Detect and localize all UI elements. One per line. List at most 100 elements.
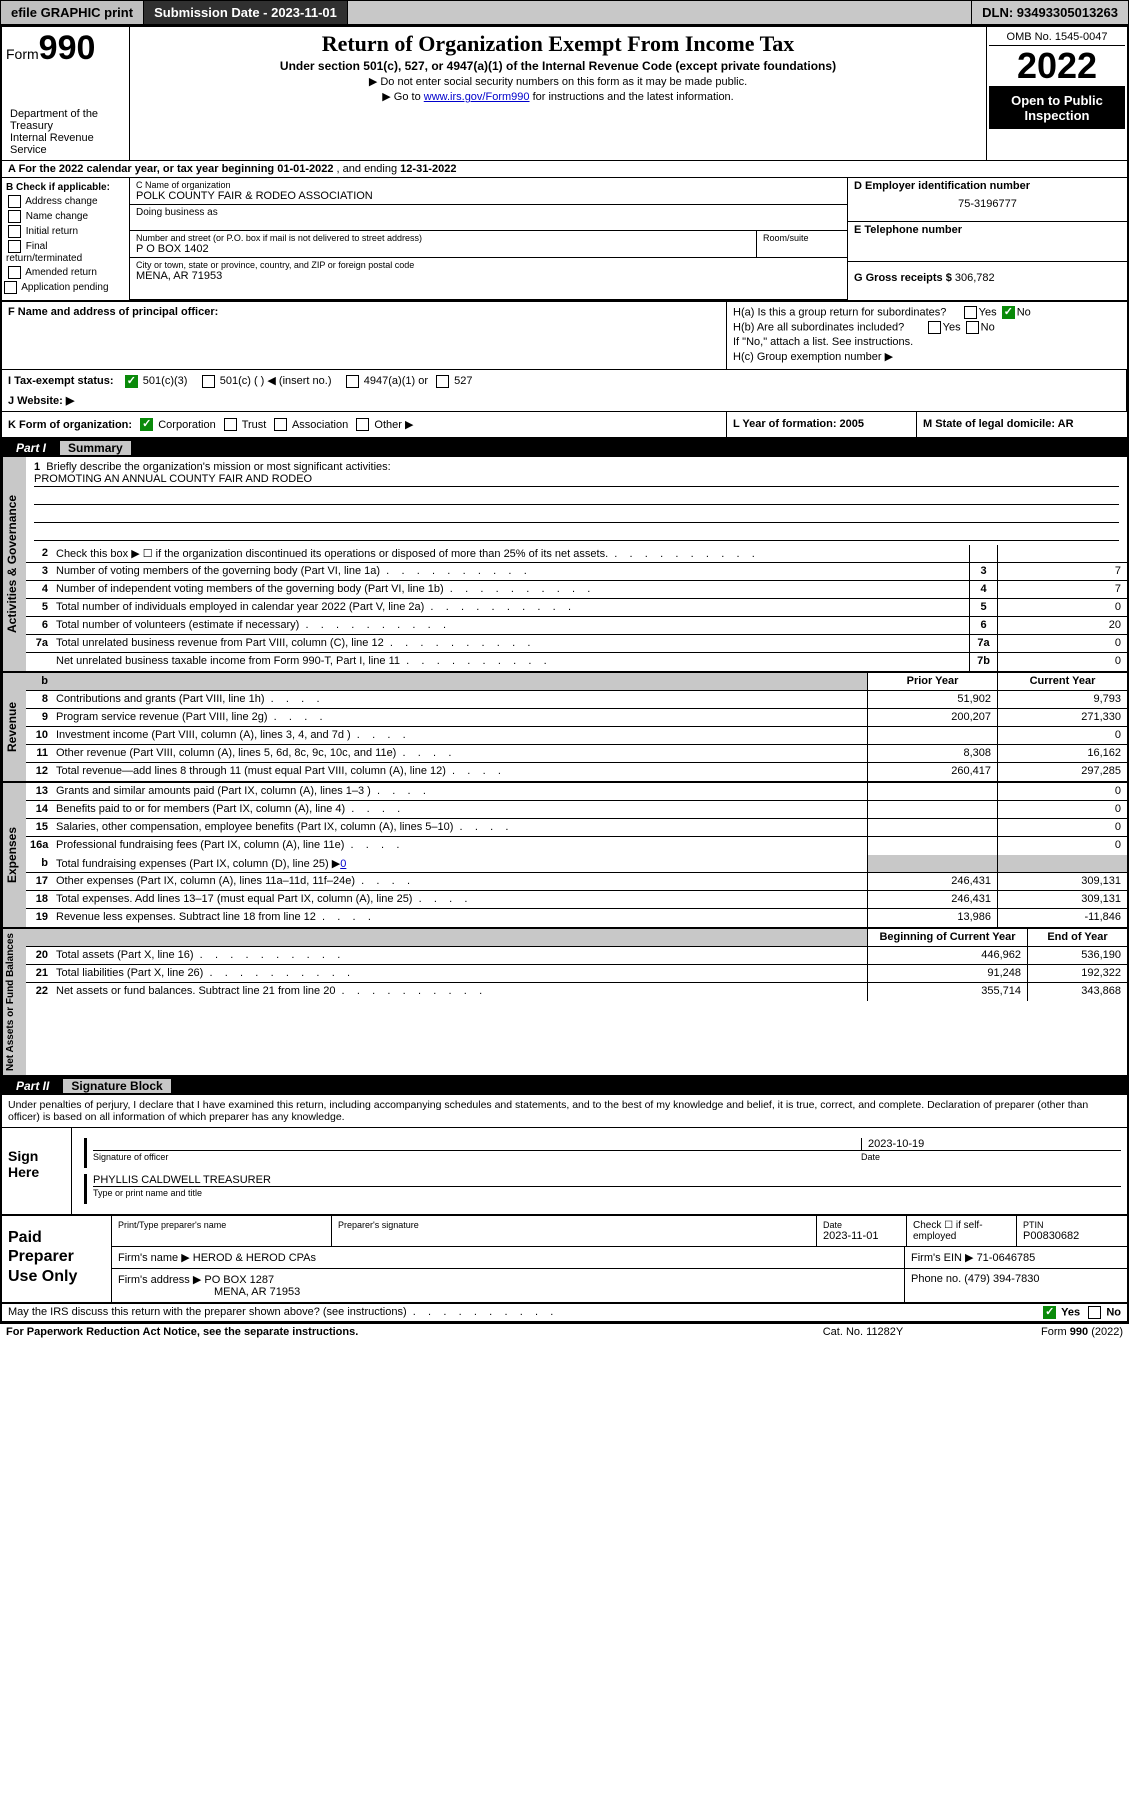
paid-h2: Preparer's signature (332, 1216, 817, 1246)
vert-ag: Activities & Governance (2, 457, 26, 671)
open-public-badge: Open to Public Inspection (989, 87, 1125, 129)
net-row: 20Total assets (Part X, line 16)446,9625… (26, 947, 1127, 965)
ag-row: 4Number of independent voting members of… (26, 581, 1127, 599)
rev-row: 8Contributions and grants (Part VIII, li… (26, 691, 1127, 709)
hb-row: H(b) Are all subordinates included? Yes … (733, 321, 1121, 334)
k-trust: Trust (242, 419, 267, 431)
dln-label: DLN: 93493305013263 (971, 1, 1128, 24)
part1-bar: Part I Summary (2, 439, 1127, 457)
note2-post: for instructions and the latest informat… (530, 91, 734, 103)
exp-row: 17Other expenses (Part IX, column (A), l… (26, 873, 1127, 891)
d-ein-cell: D Employer identification number 75-3196… (848, 178, 1127, 222)
i-501c3: 501(c)(3) (143, 375, 188, 387)
f-label: F Name and address of principal officer: (8, 306, 218, 318)
form990-cell: Form990 Department of the Treasury Inter… (2, 27, 130, 160)
k-other: Other ▶ (374, 419, 413, 431)
exp-row: 13Grants and similar amounts paid (Part … (26, 783, 1127, 801)
vert-net: Net Assets or Fund Balances (2, 929, 26, 1075)
g-label: G Gross receipts $ (854, 272, 952, 284)
title-cell: Return of Organization Exempt From Incom… (130, 27, 987, 160)
sig-name: PHYLLIS CALDWELL TREASURER (93, 1174, 271, 1186)
b-addresschange: Address change (6, 195, 125, 208)
sign-here-label: Sign Here (2, 1128, 72, 1214)
section-d-right: D Employer identification number 75-3196… (847, 178, 1127, 300)
dba-label: Doing business as (136, 207, 841, 218)
net-head: Beginning of Current Year End of Year (26, 929, 1127, 947)
exp-row: 15Salaries, other compensation, employee… (26, 819, 1127, 837)
tax-status-cell: I Tax-exempt status: 501(c)(3) 501(c) ( … (2, 370, 1127, 411)
efile-print-button[interactable]: efile GRAPHIC print (1, 1, 144, 24)
q1-text: Briefly describe the organization's miss… (46, 461, 390, 473)
a-end: 12-31-2022 (400, 163, 456, 175)
part2-title: Signature Block (63, 1079, 170, 1093)
hb-note: If "No," attach a list. See instructions… (733, 336, 1121, 348)
tax-year: 2022 (989, 46, 1125, 87)
activities-governance-block: Activities & Governance 1 Briefly descri… (2, 457, 1127, 673)
d-label: D Employer identification number (854, 180, 1030, 192)
paid-h3v: 2023-11-01 (823, 1230, 900, 1242)
paid-row-3: Firm's address ▶ PO BOX 1287MENA, AR 719… (112, 1269, 1127, 1302)
paid-h5: PTIN (1023, 1220, 1121, 1230)
ag-row: 2Check this box ▶ ☐ if the organization … (26, 545, 1127, 563)
section-c-mid: C Name of organization POLK COUNTY FAIR … (130, 178, 847, 300)
head-curr: Current Year (997, 673, 1127, 690)
sig-name-cap: Type or print name and title (93, 1187, 1121, 1204)
rev-head: b Prior Year Current Year (26, 673, 1127, 691)
phone-l: Phone no. (911, 1273, 961, 1285)
firm-addr-l: Firm's address ▶ (118, 1274, 201, 1286)
paid-h4: Check ☐ if self-employed (907, 1216, 1017, 1246)
chk-501c3 (125, 375, 138, 388)
main-block: B Check if applicable: Address change Na… (2, 178, 1127, 302)
part1-label: Part I (10, 441, 52, 455)
j-label: J Website: ▶ (8, 395, 74, 407)
i-j-row: I Tax-exempt status: 501(c)(3) 501(c) ( … (2, 370, 1127, 412)
a-begin: 01-01-2022 (277, 163, 333, 175)
paid-h5v: P00830682 (1023, 1230, 1121, 1242)
c-name: POLK COUNTY FAIR & RODEO ASSOCIATION (136, 190, 841, 202)
section-b: B Check if applicable: Address change Na… (2, 178, 130, 300)
b-amended: Amended return (6, 266, 125, 279)
submission-date-label: Submission Date - 2023-11-01 (144, 1, 348, 24)
q1-n: 1 (34, 461, 40, 473)
f-cell: F Name and address of principal officer: (2, 302, 727, 369)
ag-row: Net unrelated business taxable income fr… (26, 653, 1127, 671)
exp-row: 18Total expenses. Add lines 13–17 (must … (26, 891, 1127, 909)
c-name-cell: C Name of organization POLK COUNTY FAIR … (130, 178, 847, 205)
b-initial: Initial return (6, 225, 125, 238)
sig-date-val: 2023-10-19 (861, 1138, 1121, 1150)
form-title: Return of Organization Exempt From Incom… (138, 31, 978, 57)
paid-h3: Date (823, 1220, 900, 1230)
omb-number: OMB No. 1545-0047 (989, 29, 1125, 46)
rev-row: 11Other revenue (Part VIII, column (A), … (26, 745, 1127, 763)
exp-row: 14Benefits paid to or for members (Part … (26, 801, 1127, 819)
paid-row-1: Print/Type preparer's name Preparer's si… (112, 1216, 1127, 1247)
row-16b: b Total fundraising expenses (Part IX, c… (26, 855, 1127, 873)
i-527: 527 (454, 375, 472, 387)
paid-h1: Print/Type preparer's name (112, 1216, 332, 1246)
part2-bar: Part II Signature Block (2, 1077, 1127, 1095)
may-text: May the IRS discuss this return with the… (8, 1306, 407, 1318)
k-assoc: Association (292, 419, 348, 431)
foot-form: Form 990 (2022) (963, 1326, 1123, 1338)
sig-line-1: 2023-10-19 (93, 1138, 1121, 1151)
net-row: 21Total liabilities (Part X, line 26)91,… (26, 965, 1127, 983)
q1-answer: PROMOTING AN ANNUAL COUNTY FAIR AND RODE… (34, 473, 312, 485)
sig-officer-cap: Signature of officer (93, 1151, 861, 1168)
header-row: Form990 Department of the Treasury Inter… (2, 27, 1127, 161)
i-label: I Tax-exempt status: (8, 375, 114, 387)
e-label: E Telephone number (854, 224, 962, 236)
c-label: C Name of organization (136, 180, 841, 190)
form990-link[interactable]: www.irs.gov/Form990 (424, 91, 530, 103)
page-footer: For Paperwork Reduction Act Notice, see … (0, 1324, 1129, 1340)
g-val: 306,782 (955, 272, 995, 284)
firm-addr1: PO BOX 1287 (204, 1274, 274, 1286)
firm-name: HEROD & HEROD CPAs (193, 1252, 316, 1264)
hc-row: H(c) Group exemption number ▶ (733, 350, 1121, 363)
form-number: 990 (39, 29, 96, 67)
n16b: b (26, 855, 52, 872)
paid-label: Paid Preparer Use Only (2, 1216, 112, 1302)
firm-addr2: MENA, AR 71953 (214, 1286, 300, 1298)
a-mid: , and ending (337, 163, 401, 175)
foot-paper: For Paperwork Reduction Act Notice, see … (6, 1326, 763, 1338)
link-16b[interactable]: 0 (340, 858, 346, 870)
